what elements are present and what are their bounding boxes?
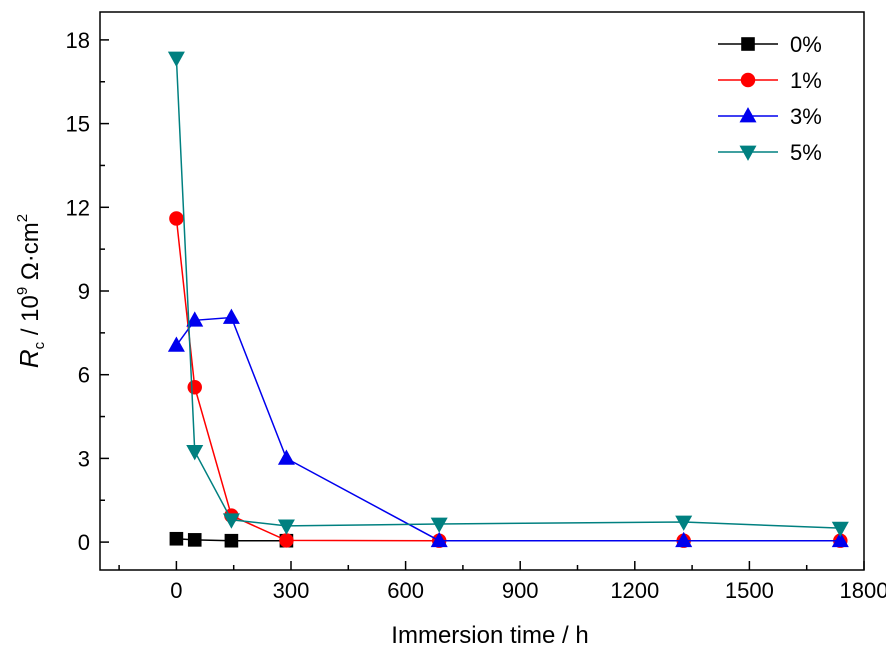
series-line-1pct (175, 218, 841, 542)
legend-label: 5% (790, 140, 822, 165)
y-axis-title-prefix: / 10 (17, 295, 44, 342)
legend-marker (739, 107, 757, 123)
data-point-3pct (167, 336, 185, 352)
series-line-5pct (175, 58, 841, 529)
legend-label: 3% (790, 104, 822, 129)
data-point-5pct (430, 517, 448, 533)
data-point-0pct (224, 533, 239, 548)
plot-frame (99, 11, 865, 571)
y-axis-title-symbol: R (14, 349, 44, 368)
data-point-5pct (675, 515, 693, 531)
legend-marker (740, 72, 756, 88)
series-0pct (169, 531, 294, 548)
x-axis-title: Immersion time / h (391, 622, 588, 649)
series-line-0pct (176, 538, 287, 542)
x-tick-label: 1200 (610, 578, 659, 603)
legend-label: 1% (790, 68, 822, 93)
legend-item-3pct: 3% (718, 104, 822, 129)
data-point-5pct (831, 521, 849, 538)
legend-item-1pct: 1% (718, 68, 822, 93)
data-point-1pct (279, 533, 294, 548)
series-5pct (167, 51, 849, 538)
y-tick-label: 0 (78, 530, 90, 555)
legend: 0% 1% 3% 5% (718, 32, 822, 165)
x-tick-label: 300 (273, 578, 310, 603)
data-point-5pct (167, 51, 185, 67)
y-tick-label: 12 (66, 195, 90, 220)
data-point-0pct (169, 531, 184, 546)
series-layer (167, 51, 849, 548)
data-point-3pct (675, 531, 693, 548)
x-tick-label: 0 (170, 578, 182, 603)
data-point-1pct (187, 380, 202, 395)
legend-marker (739, 145, 757, 161)
legend-label: 0% (790, 32, 822, 57)
legend-marker (741, 37, 755, 51)
data-point-3pct (430, 531, 448, 548)
y-axis-title-unit-exponent: 2 (14, 214, 31, 222)
data-point-3pct (831, 531, 849, 548)
legend-item-0pct: 0% (718, 32, 822, 57)
data-point-1pct (169, 211, 184, 226)
series-3pct (167, 308, 849, 548)
y-axis-title: Rc / 109 Ω·cm2 (14, 214, 48, 368)
y-axis-title-subscript: c (31, 341, 48, 349)
y-tick-label: 3 (78, 446, 90, 471)
data-point-0pct (187, 533, 202, 547)
data-point-3pct (222, 308, 240, 324)
series-line-3pct (175, 316, 841, 542)
x-tick-label: 600 (387, 578, 424, 603)
x-tick-label: 1500 (725, 578, 774, 603)
y-axis-title-exponent: 9 (14, 287, 31, 295)
legend-item-5pct: 5% (718, 140, 822, 165)
series-1pct (169, 211, 848, 548)
x-tick-label: 900 (502, 578, 539, 603)
data-point-5pct (277, 519, 295, 535)
data-point-5pct (222, 513, 240, 529)
data-point-3pct (186, 311, 204, 327)
y-tick-label: 9 (78, 279, 90, 304)
y-axis-title-unit: Ω·cm (17, 222, 44, 287)
x-tick-label: 1800 (840, 578, 886, 603)
axis-ticks: 0 300 600 900 1200 1500 1800 0 3 6 9 12 15 18 (66, 28, 886, 603)
y-tick-label: 6 (78, 363, 90, 388)
data-point-3pct (277, 449, 295, 465)
y-tick-label: 15 (66, 112, 90, 137)
y-tick-label: 18 (66, 28, 90, 53)
data-point-5pct (186, 445, 204, 461)
